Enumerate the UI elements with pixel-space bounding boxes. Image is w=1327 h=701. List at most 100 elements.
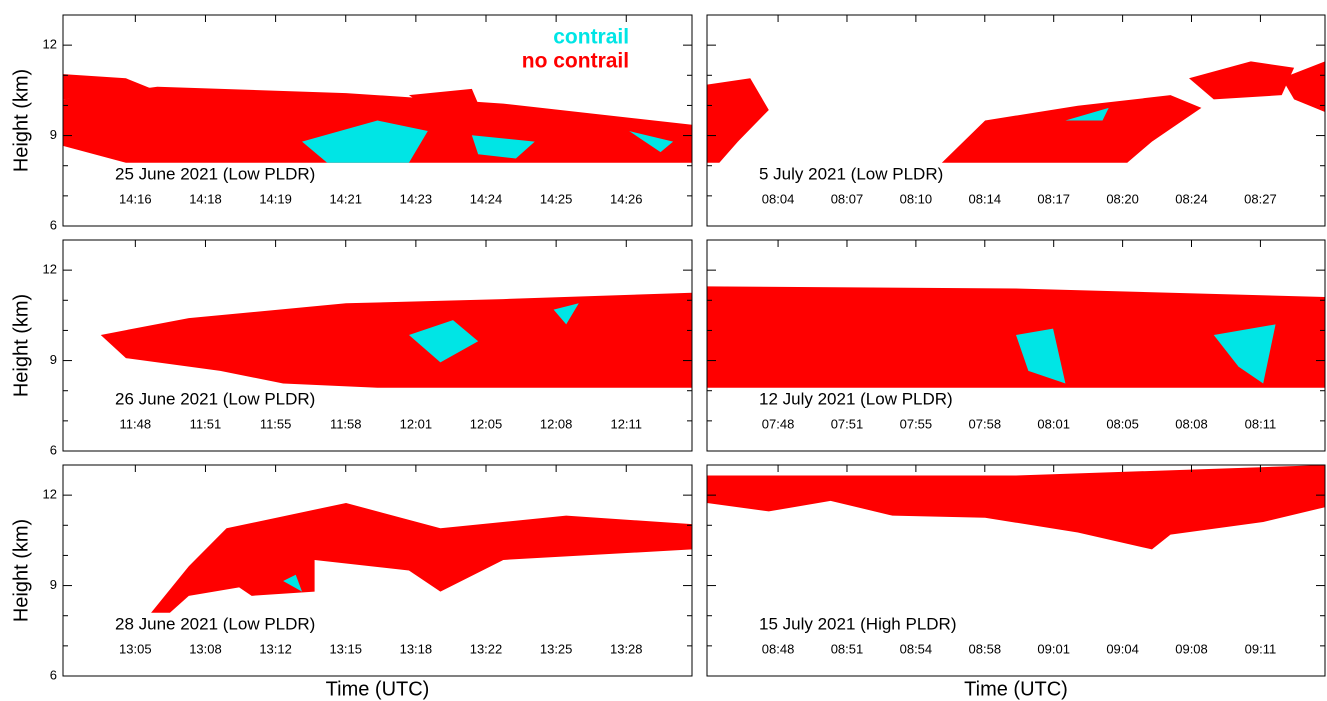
cloud-mask bbox=[707, 465, 1325, 550]
x-tick-label: 14:21 bbox=[329, 191, 362, 206]
panel: 08:04 08:07 08:10 08:14 08:17 08:20 08:24 08:27… bbox=[706, 14, 1326, 227]
plot-frame bbox=[62, 14, 693, 227]
panel-title: 25 June 2021 (Low PLDR) bbox=[115, 164, 315, 183]
contrail-mask bbox=[471, 135, 535, 159]
plot-frame bbox=[62, 239, 693, 452]
contrail-mask bbox=[1016, 328, 1066, 384]
x-tick-label: 13:28 bbox=[610, 641, 643, 656]
panel-title: 15 July 2021 (High PLDR) bbox=[759, 614, 956, 633]
x-tick-label: 13:12 bbox=[259, 641, 292, 656]
cloud-mask bbox=[1189, 61, 1295, 100]
cloud-mask bbox=[408, 88, 479, 108]
panel-title: 5 July 2021 (Low PLDR) bbox=[759, 164, 943, 183]
x-tick-label: 08:14 bbox=[969, 191, 1002, 206]
legend-entry: no contrail bbox=[522, 50, 629, 73]
y-tick-label: 9 bbox=[50, 127, 57, 142]
panel: 08:48 08:51 08:54 08:58 09:01 09:04 09:08 09:11… bbox=[706, 464, 1326, 700]
x-tick-label: 07:48 bbox=[762, 416, 795, 431]
x-tick-label: 09:01 bbox=[1037, 641, 1070, 656]
x-tick-label: 14:23 bbox=[400, 191, 433, 206]
legend-entry: contrail bbox=[553, 26, 629, 49]
x-tick-label: 13:25 bbox=[540, 641, 573, 656]
x-tick-label: 14:25 bbox=[540, 191, 573, 206]
x-tick-label: 13:15 bbox=[329, 641, 362, 656]
plot-frame bbox=[62, 464, 693, 677]
x-tick-label: 08:05 bbox=[1106, 416, 1139, 431]
contrail-mask bbox=[1213, 324, 1276, 384]
cloud-mask bbox=[941, 95, 1202, 163]
panel-title: 28 June 2021 (Low PLDR) bbox=[115, 614, 315, 633]
x-tick-label: 08:20 bbox=[1106, 191, 1139, 206]
panel-title: 12 July 2021 (Low PLDR) bbox=[759, 389, 953, 408]
x-tick-label: 08:51 bbox=[831, 641, 864, 656]
x-tick-label: 11:55 bbox=[260, 416, 292, 431]
y-tick-label: 9 bbox=[50, 577, 57, 592]
panel: 6 9 12 13:05 13:08 13:12 13:15 13:18 13:22 13:25 1… bbox=[10, 464, 693, 700]
x-axis-label: Time (UTC) bbox=[964, 678, 1068, 700]
x-tick-label: 07:58 bbox=[969, 416, 1002, 431]
x-tick-label: 08:04 bbox=[762, 191, 795, 206]
y-tick-label: 12 bbox=[43, 487, 57, 502]
x-tick-label: 14:16 bbox=[119, 191, 152, 206]
x-tick-label: 08:11 bbox=[1245, 416, 1277, 431]
x-tick-label: 09:04 bbox=[1106, 641, 1139, 656]
x-tick-label: 14:24 bbox=[470, 191, 503, 206]
panel: 07:48 07:51 07:55 07:58 08:01 08:05 08:08 08:11… bbox=[706, 239, 1326, 452]
x-tick-label: 13:18 bbox=[400, 641, 433, 656]
y-tick-label: 12 bbox=[43, 262, 57, 277]
contrail-mask bbox=[408, 320, 479, 363]
y-tick-label: 6 bbox=[50, 442, 57, 457]
x-tick-label: 08:58 bbox=[969, 641, 1002, 656]
x-axis-label: Time (UTC) bbox=[326, 678, 430, 700]
contrail-mask bbox=[553, 303, 579, 325]
y-axis-label: Height (km) bbox=[10, 519, 32, 622]
x-tick-label: 11:58 bbox=[330, 416, 362, 431]
y-axis-label: Height (km) bbox=[10, 69, 32, 172]
panel-title: 26 June 2021 (Low PLDR) bbox=[115, 389, 315, 408]
x-tick-label: 08:48 bbox=[762, 641, 795, 656]
cloud-mask bbox=[707, 286, 1325, 388]
x-tick-label: 08:07 bbox=[831, 191, 864, 206]
panel: 6 9 12 11:48 11:51 11:55 11:58 12:01 12:05 12:08 1… bbox=[10, 239, 693, 457]
x-tick-label: 07:51 bbox=[831, 416, 864, 431]
x-tick-label: 11:48 bbox=[120, 416, 152, 431]
x-tick-label: 09:11 bbox=[1245, 641, 1277, 656]
plot-frame bbox=[706, 239, 1326, 452]
x-tick-label: 08:54 bbox=[900, 641, 933, 656]
cloud-mask bbox=[100, 292, 693, 388]
x-tick-label: 08:10 bbox=[900, 191, 933, 206]
y-tick-label: 12 bbox=[43, 37, 57, 52]
y-tick-label: 6 bbox=[50, 217, 57, 232]
x-tick-label: 09:08 bbox=[1175, 641, 1208, 656]
x-tick-label: 08:24 bbox=[1175, 191, 1208, 206]
cloud-mask bbox=[151, 502, 692, 613]
plot-frame bbox=[706, 14, 1326, 227]
x-tick-label: 14:19 bbox=[259, 191, 292, 206]
x-tick-label: 13:05 bbox=[119, 641, 152, 656]
x-tick-label: 08:27 bbox=[1244, 191, 1277, 206]
cloud-mask bbox=[63, 74, 158, 100]
x-tick-label: 08:08 bbox=[1175, 416, 1208, 431]
panel: 6 9 12 14:16 14:18 14:19 14:21 14:23 14:24 14:25 1… bbox=[10, 14, 693, 232]
x-tick-label: 12:05 bbox=[470, 416, 503, 431]
y-tick-label: 6 bbox=[50, 667, 57, 682]
y-axis-label: Height (km) bbox=[10, 294, 32, 397]
x-tick-label: 12:08 bbox=[540, 416, 573, 431]
x-tick-label: 13:22 bbox=[470, 641, 503, 656]
x-tick-label: 07:55 bbox=[900, 416, 933, 431]
contrail-mask bbox=[629, 131, 674, 153]
contrail-mask bbox=[302, 120, 428, 163]
x-tick-label: 08:17 bbox=[1037, 191, 1070, 206]
x-tick-label: 14:18 bbox=[189, 191, 222, 206]
x-tick-label: 14:26 bbox=[610, 191, 643, 206]
x-tick-label: 11:51 bbox=[190, 416, 222, 431]
contrail-mask bbox=[1065, 107, 1109, 121]
x-tick-label: 13:08 bbox=[189, 641, 222, 656]
plot-frame bbox=[706, 464, 1326, 677]
cloud-mask bbox=[1281, 61, 1325, 113]
contrail-mask bbox=[283, 574, 303, 592]
y-tick-label: 9 bbox=[50, 352, 57, 367]
cloud-mask bbox=[707, 78, 769, 163]
x-tick-label: 12:11 bbox=[610, 416, 642, 431]
